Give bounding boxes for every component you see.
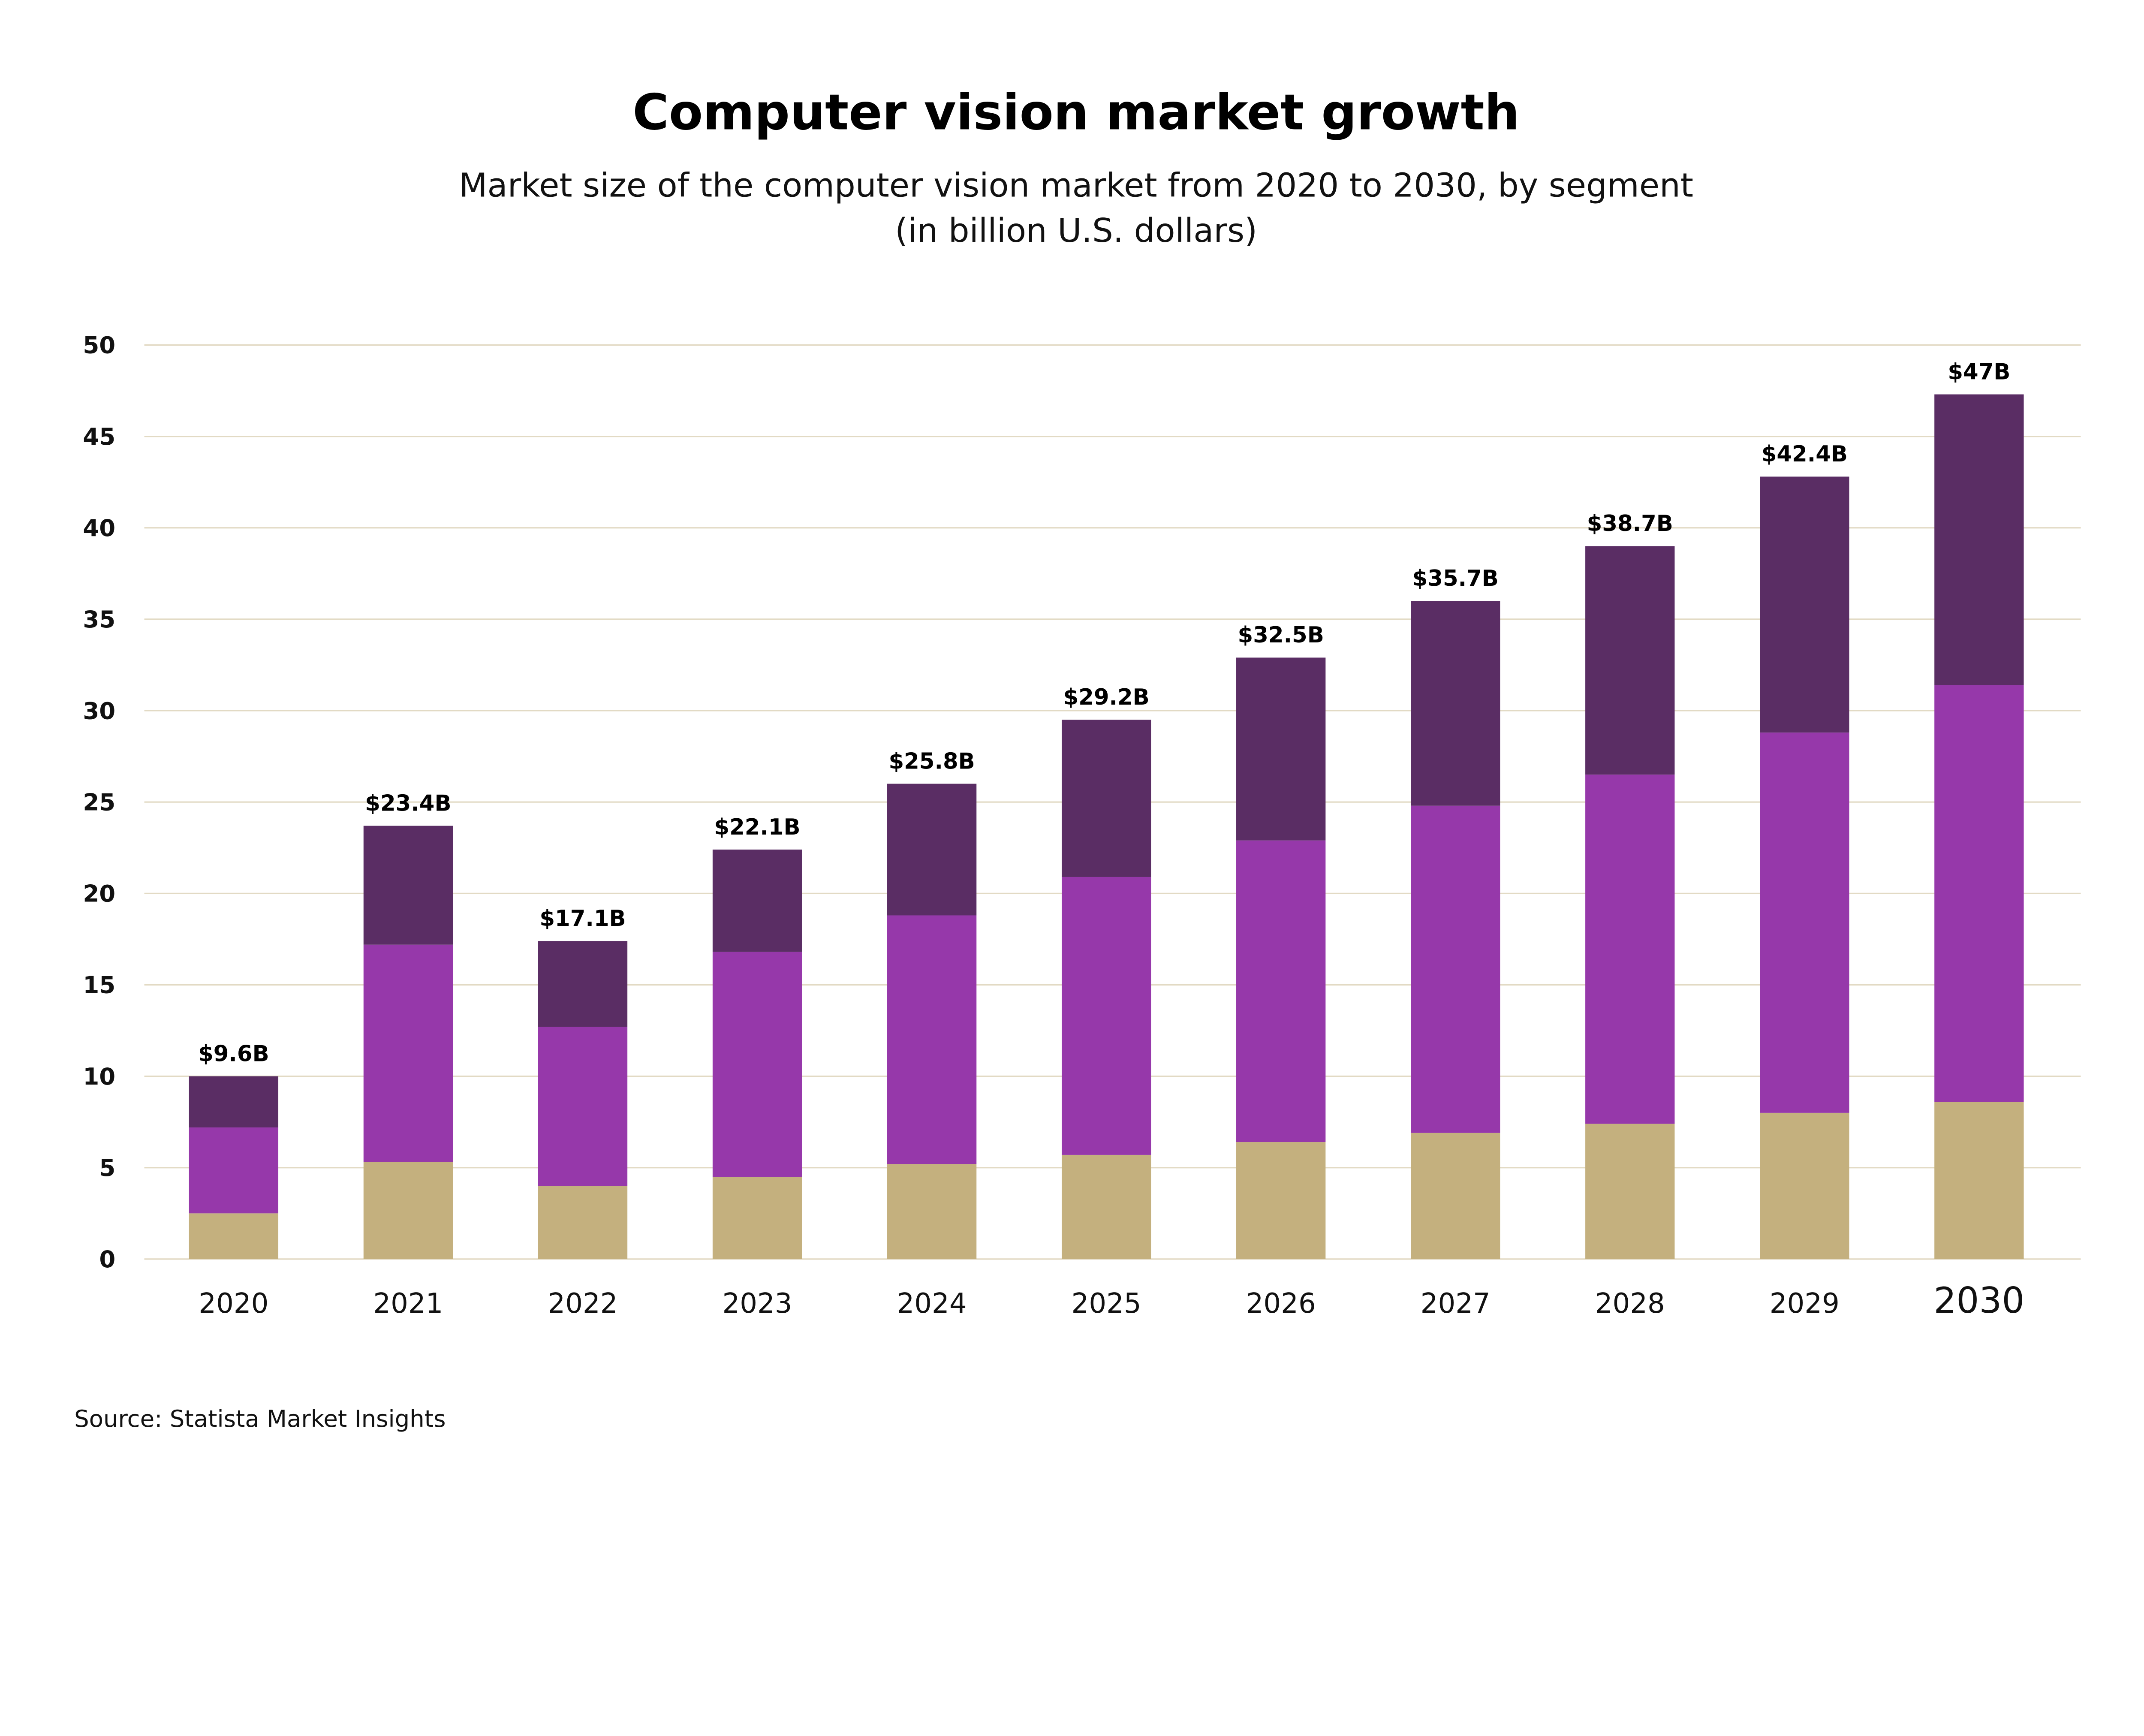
- bar-segment-2024-series-3: [887, 784, 977, 916]
- chart-subtitle-line-2: (in billion U.S. dollars): [895, 212, 1257, 250]
- x-tick-label-2023: 2023: [722, 1288, 792, 1320]
- data-label-2023: $22.1B: [714, 814, 800, 840]
- bar-segment-2021-series-2: [363, 944, 453, 1162]
- data-labels: $9.6B $23.4B $17.1B $22.1B $25.8B $29.2B $32.5…: [198, 359, 2010, 1067]
- x-tick-label-2027: 2027: [1421, 1288, 1491, 1320]
- y-tick-label: 15: [83, 971, 115, 999]
- bar-segment-2020-series-2: [189, 1127, 279, 1214]
- x-tick-label-2020: 2020: [199, 1288, 268, 1320]
- bars: [189, 394, 2024, 1259]
- data-label-2020: $9.6B: [198, 1041, 269, 1067]
- y-tick-label: 10: [83, 1063, 115, 1090]
- x-tick-label-2025: 2025: [1072, 1288, 1141, 1320]
- y-tick-label: 5: [99, 1154, 115, 1181]
- y-tick-label: 0: [99, 1245, 115, 1273]
- chart-subtitle-line-1: Market size of the computer vision marke…: [459, 166, 1693, 205]
- source-note: Source: Statista Market Insights: [74, 1405, 446, 1432]
- y-tick-label: 40: [83, 514, 115, 542]
- bar-segment-2030-series-1: [1934, 1102, 2024, 1259]
- chart-title: Computer vision market growth: [632, 84, 1520, 141]
- bar-segment-2026-series-3: [1236, 657, 1326, 841]
- bar-segment-2024-series-2: [887, 915, 977, 1164]
- bar-segment-2021-series-3: [363, 826, 453, 945]
- y-tick-label: 30: [83, 697, 115, 724]
- data-label-2024: $25.8B: [888, 748, 975, 774]
- bar-segment-2028-series-2: [1585, 775, 1675, 1124]
- data-label-2028: $38.7B: [1587, 511, 1673, 536]
- bar-segment-2025-series-3: [1061, 720, 1151, 877]
- bar-segment-2023-series-2: [712, 952, 802, 1177]
- x-tick-label-2030: 2030: [1933, 1280, 2024, 1321]
- bar-segment-2020-series-3: [189, 1076, 279, 1127]
- x-tick-label-2026: 2026: [1246, 1288, 1316, 1320]
- data-label-2030: $47B: [1948, 359, 2010, 385]
- bar-segment-2027-series-2: [1411, 805, 1500, 1133]
- x-tick-label-2029: 2029: [1770, 1288, 1840, 1320]
- x-tick-label-2024: 2024: [897, 1288, 967, 1320]
- data-label-2021: $23.4B: [365, 790, 451, 816]
- x-tick-label-2028: 2028: [1595, 1288, 1665, 1320]
- data-label-2022: $17.1B: [539, 906, 626, 931]
- bar-segment-2030-series-3: [1934, 394, 2024, 685]
- bar-segment-2020-series-1: [189, 1213, 279, 1259]
- bar-segment-2025-series-2: [1061, 877, 1151, 1155]
- x-tick-label-2022: 2022: [548, 1288, 617, 1320]
- bar-segment-2021-series-1: [363, 1162, 453, 1259]
- data-label-2029: $42.4B: [1762, 441, 1848, 467]
- bar-segment-2027-series-1: [1411, 1133, 1500, 1259]
- y-tick-label: 45: [83, 423, 115, 450]
- bar-segment-2029-series-2: [1760, 732, 1849, 1113]
- bar-segment-2023-series-1: [712, 1177, 802, 1259]
- bar-segment-2022-series-3: [538, 941, 628, 1027]
- y-tick-label: 20: [83, 880, 115, 907]
- y-axis: 0 5 10 15 20 25 30 35 40 45 50: [83, 332, 115, 1273]
- x-axis: 2020 2021 2022 2023 2024 2025 2026 2027 2028 2029…: [199, 1280, 2024, 1321]
- data-label-2026: $32.5B: [1238, 622, 1324, 648]
- bar-segment-2026-series-1: [1236, 1142, 1326, 1259]
- bar-segment-2023-series-3: [712, 850, 802, 952]
- bar-segment-2026-series-2: [1236, 840, 1326, 1142]
- bar-segment-2024-series-1: [887, 1164, 977, 1259]
- bar-segment-2027-series-3: [1411, 601, 1500, 806]
- chart: Computer vision market growth Market siz…: [74, 84, 2081, 1432]
- y-tick-label: 25: [83, 788, 115, 816]
- y-tick-label: 50: [83, 332, 115, 359]
- bar-segment-2022-series-1: [538, 1186, 628, 1259]
- bar-segment-2030-series-2: [1934, 685, 2024, 1102]
- bar-segment-2025-series-1: [1061, 1154, 1151, 1259]
- bar-segment-2029-series-1: [1760, 1112, 1849, 1259]
- bar-segment-2029-series-3: [1760, 476, 1849, 733]
- bar-segment-2028-series-1: [1585, 1124, 1675, 1259]
- bar-segment-2028-series-3: [1585, 546, 1675, 775]
- data-label-2025: $29.2B: [1063, 684, 1150, 710]
- y-tick-label: 35: [83, 606, 115, 633]
- bar-segment-2022-series-2: [538, 1027, 628, 1186]
- x-tick-label-2021: 2021: [373, 1288, 443, 1320]
- data-label-2027: $35.7B: [1412, 566, 1499, 591]
